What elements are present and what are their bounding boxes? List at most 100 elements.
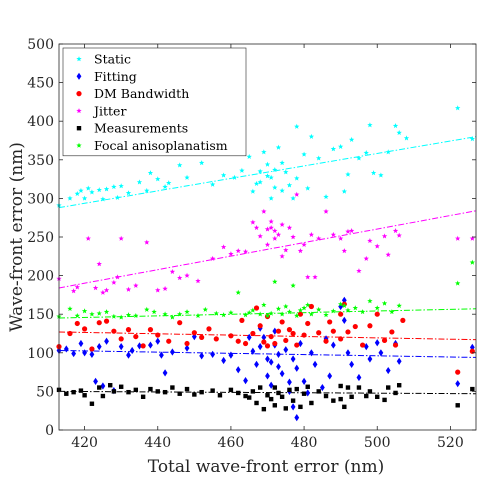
jitter-point — [455, 235, 461, 241]
static-point — [286, 182, 293, 188]
jitter-point — [308, 231, 315, 237]
static-point — [392, 123, 399, 129]
measurements-point — [177, 391, 182, 396]
focal-anisoplanatism-point — [469, 259, 476, 265]
fitting-point — [349, 360, 355, 368]
fitting-point — [469, 343, 475, 351]
static-point — [283, 169, 289, 175]
fitting-point — [374, 339, 380, 347]
dm-bandwidth-point — [125, 327, 132, 333]
fitting-point — [265, 372, 270, 380]
dm-bandwidth-point — [367, 323, 373, 329]
legend-marker-fitting — [76, 72, 82, 80]
jitter-point — [242, 248, 249, 254]
jitter-point — [144, 239, 150, 245]
focal-anisoplanatism-point — [381, 300, 388, 306]
focal-anisoplanatism-point — [250, 307, 256, 313]
dm-bandwidth-point — [67, 330, 73, 337]
measurements-point — [108, 383, 113, 388]
focal-anisoplanatism-point — [301, 305, 307, 311]
jitter-point — [70, 288, 77, 294]
focal-anisoplanatism-point — [316, 306, 322, 312]
static-point — [103, 186, 110, 192]
dm-bandwidth-point — [338, 311, 344, 317]
fitting-point — [279, 370, 285, 378]
jitter-point — [345, 228, 351, 234]
jitter-point — [330, 231, 337, 237]
tick-labels: 420 440 460 480 500 520 0 50 100 150 200 250 300 350 4… — [27, 37, 463, 451]
static-point — [209, 181, 216, 187]
dm-bandwidth-point — [327, 319, 333, 325]
dm-bandwidth-point — [206, 326, 212, 332]
measurements-point — [78, 388, 84, 393]
focal-anisoplanatism-point — [103, 309, 110, 315]
focal-anisoplanatism-point — [308, 311, 315, 317]
measurements-point — [236, 390, 241, 396]
dm-bandwidth-point — [286, 327, 293, 333]
jitter-point — [469, 235, 476, 241]
focal-anisoplanatism-point — [246, 309, 252, 315]
dm-bandwidth-point — [239, 317, 245, 323]
fitting-point — [243, 376, 248, 385]
static-point — [290, 195, 296, 201]
jitter-point — [209, 255, 216, 261]
jitter-point — [348, 228, 355, 234]
dm-bandwidth-point — [301, 332, 307, 338]
jitter-point — [261, 208, 267, 214]
jitter-point — [125, 286, 132, 292]
measurements-point — [316, 389, 321, 394]
x-tick-label: 420 — [71, 435, 98, 451]
fitting-point — [254, 360, 259, 368]
dm-bandwidth-point — [235, 338, 241, 344]
jitter-point — [220, 244, 227, 250]
static-point — [330, 146, 337, 152]
fitting-point — [301, 377, 307, 385]
legend-box — [62, 47, 247, 157]
static-point — [100, 196, 106, 202]
fitting-point — [137, 342, 142, 350]
focal-anisoplanatism-point — [272, 278, 278, 285]
dm-bandwidth-point — [381, 337, 388, 344]
focal-anisoplanatism-point — [396, 302, 402, 308]
focal-anisoplanatism-point — [455, 280, 461, 286]
jitter-point — [257, 233, 263, 239]
fitting-point — [82, 349, 88, 357]
jitter-point — [323, 208, 329, 214]
jitter-point — [103, 287, 110, 293]
measurements-point — [279, 394, 285, 400]
y-tick-label: 200 — [27, 269, 54, 285]
static-point — [261, 149, 267, 155]
static-point — [337, 143, 344, 149]
measurements-point — [375, 394, 380, 400]
static-point — [250, 188, 256, 194]
fitting-point — [396, 357, 402, 365]
fitting-point — [341, 316, 347, 324]
focal-anisoplanatism-point — [294, 312, 300, 319]
static-point — [155, 176, 161, 182]
x-tick-label: 480 — [291, 435, 318, 451]
jitter-point — [85, 235, 91, 241]
static-point — [220, 172, 227, 178]
fitting-point — [257, 343, 263, 351]
fitting-point — [378, 349, 384, 357]
measurements-point — [301, 391, 307, 396]
dm-bandwidth-point — [338, 336, 344, 342]
fitting-point — [250, 347, 256, 355]
focal-anisoplanatism-point — [74, 312, 80, 319]
static-point — [184, 174, 190, 180]
dm-bandwidth-point — [294, 342, 300, 348]
focal-anisoplanatism-point — [81, 308, 88, 314]
static-point — [341, 188, 347, 194]
jitter-point — [301, 241, 307, 247]
dm-bandwidth-point — [118, 336, 124, 342]
jitter-point — [337, 235, 344, 241]
dm-bandwidth-point — [374, 311, 380, 317]
focal-anisoplanatism-point — [268, 310, 274, 316]
fitting-point — [104, 337, 109, 345]
focal-anisoplanatism-point — [345, 307, 351, 313]
jitter-point — [250, 219, 256, 225]
static-point — [136, 179, 143, 185]
fitting-point — [265, 355, 270, 363]
measurements-point — [254, 400, 259, 406]
fitting-point — [155, 337, 161, 345]
